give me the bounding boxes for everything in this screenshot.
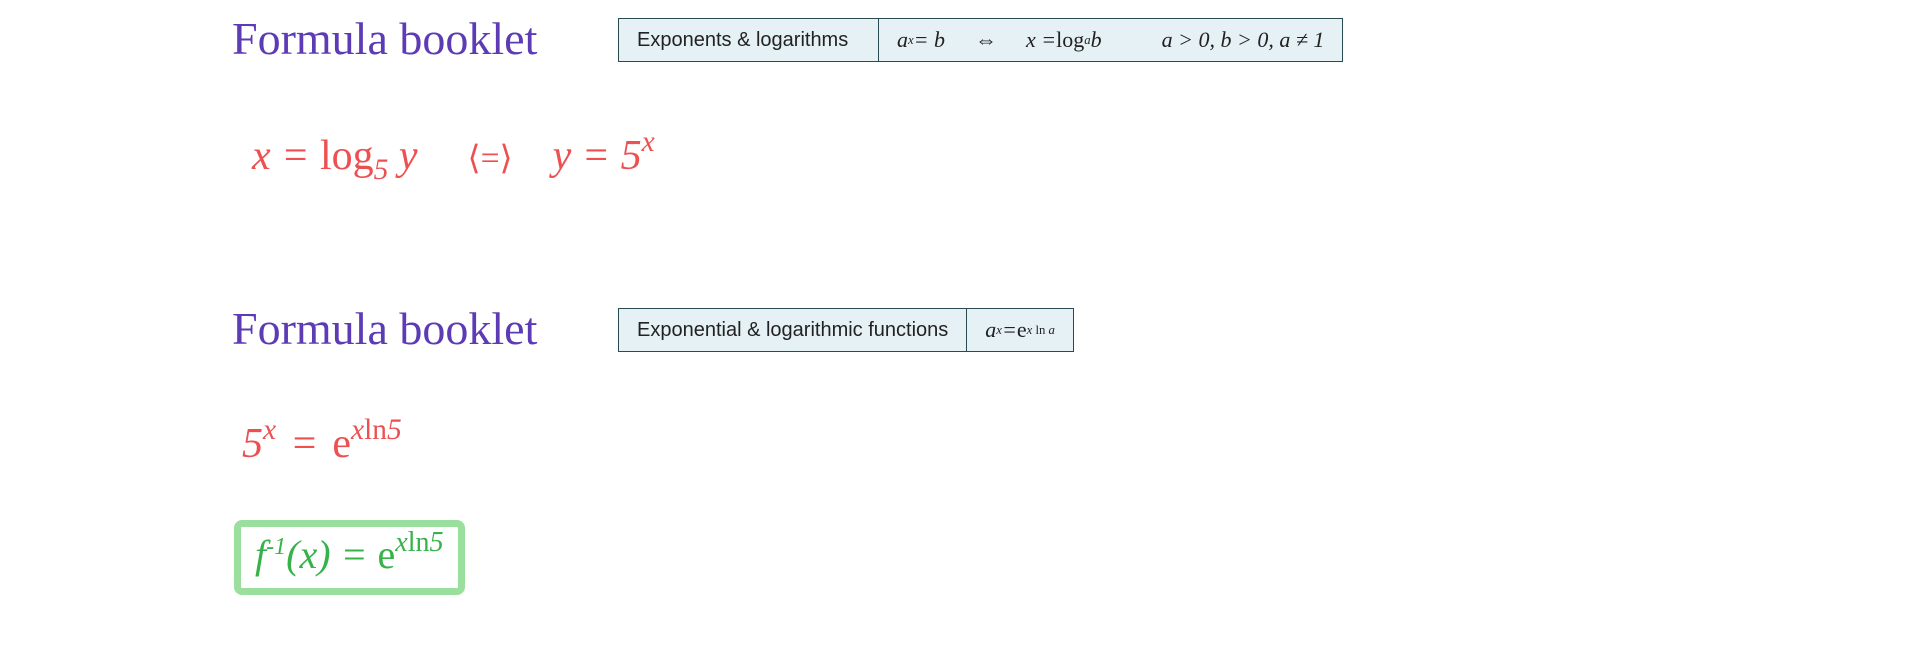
- handwritten-work-log-to-exp: x = log5 y⟨=⟩y = 5x: [252, 132, 655, 180]
- final-answer-box: f-1(x) = exln5: [234, 520, 465, 595]
- handwritten-work-rewrite-5x: 5x=exln5: [242, 420, 402, 468]
- formula-box-logs: Exponents & logarithms ax = b⇔x = loga b…: [618, 18, 1343, 62]
- formula-box-logs-formula: ax = b⇔x = loga ba > 0, b > 0, a ≠ 1: [879, 19, 1342, 61]
- formula-box-logs-topic: Exponents & logarithms: [619, 19, 879, 61]
- formula-box-exp-formula: ax = ex ln a: [967, 309, 1073, 351]
- handwritten-heading-2: Formula booklet: [232, 302, 537, 355]
- formula-box-exp: Exponential & logarithmic functions ax =…: [618, 308, 1074, 352]
- handwritten-heading-1: Formula booklet: [232, 12, 537, 65]
- final-answer: f-1(x) = exln5: [255, 531, 444, 578]
- formula-box-exp-topic: Exponential & logarithmic functions: [619, 309, 967, 351]
